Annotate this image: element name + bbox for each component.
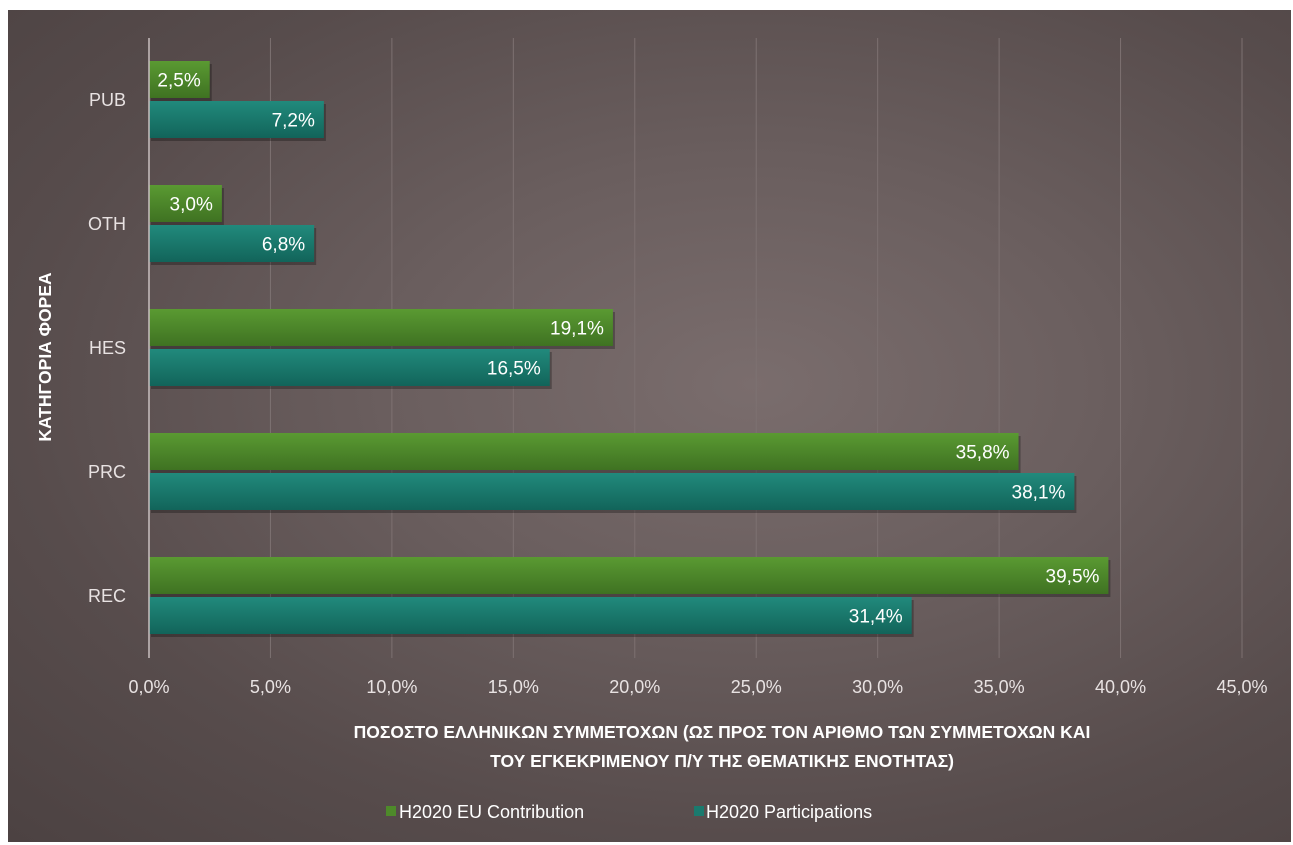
data-label-participations: 7,2%: [272, 111, 315, 132]
x-tick-label: 25,0%: [731, 677, 782, 697]
x-tick-label: 30,0%: [852, 677, 903, 697]
data-label-participations: 6,8%: [262, 235, 305, 256]
bar-labels: 39,5% 31,4% 35,8%38,1% 19,1% 16,5% 3,0% 6,8% 2,…: [157, 71, 1099, 628]
bar-chart: 39,5% 31,4% 35,8%38,1% 19,1% 16,5% 3,0% 6,8% 2,…: [35, 38, 1268, 822]
y-tick-label: OTH: [88, 214, 126, 234]
bar-participations-prc: [149, 473, 1075, 510]
x-tick-label: 35,0%: [974, 677, 1025, 697]
bar-eu-contribution-pub: [149, 61, 210, 98]
bar-participations-rec: [149, 597, 912, 634]
data-label-eu-contribution: 3,0%: [170, 195, 213, 216]
gridlines: [269, 38, 1243, 658]
y-tick-label: PRC: [88, 462, 126, 482]
data-label-eu-contribution: 19,1%: [550, 319, 604, 340]
bar-eu-contribution-oth: [149, 185, 222, 222]
x-axis-title-line-1: ΠΟΣΟΣΤΟ ΕΛΛΗΝΙΚΩΝ ΣΥΜΜΕΤΟΧΩΝ (ΩΣ ΠΡΟΣ ΤΟ…: [354, 722, 1091, 742]
bar-eu-contribution-rec: [149, 557, 1109, 594]
legend-label: H2020 EU Contribution: [399, 802, 584, 822]
x-axis: 0,0% 5,0% 10,0% 15,0% 20,0% 25,0% 30,0% 35,0% 40…: [128, 677, 1267, 697]
x-tick-label: 10,0%: [366, 677, 417, 697]
x-axis-title-line-2: ΤΟΥ ΕΓΚΕΚΡΙΜΕΝΟΥ Π/Υ ΤΗΣ ΘΕΜΑΤΙΚΗΣ ΕΝΟΤΗ…: [490, 751, 954, 771]
data-label-participations: 38,1%: [1012, 483, 1066, 504]
y-axis-title: ΚΑΤΗΓΟΡΙΑ ΦΟΡΕΑ: [35, 272, 55, 442]
x-tick-label: 15,0%: [488, 677, 539, 697]
data-label-eu-contribution: 2,5%: [157, 71, 200, 92]
data-label-eu-contribution: 35,8%: [956, 443, 1010, 464]
data-label-eu-contribution: 39,5%: [1046, 567, 1100, 588]
legend: H2020 EU Contribution H2020 Participation…: [386, 802, 872, 822]
legend-swatch: [386, 806, 396, 816]
bars: [149, 61, 1111, 637]
legend-label: H2020 Participations: [706, 802, 872, 822]
x-tick-label: 20,0%: [609, 677, 660, 697]
x-tick-label: 0,0%: [128, 677, 169, 697]
y-tick-label: PUB: [89, 90, 126, 110]
bar-participations-oth: [149, 225, 315, 262]
bar-participations-pub: [149, 101, 324, 138]
y-tick-label: HES: [89, 338, 126, 358]
x-tick-label: 45,0%: [1216, 677, 1267, 697]
bar-eu-contribution-hes: [149, 309, 613, 346]
y-axis: REC PRC HES OTH PUB: [88, 38, 150, 658]
data-label-participations: 16,5%: [487, 359, 541, 380]
data-label-participations: 31,4%: [849, 607, 903, 628]
chart-area: 39,5% 31,4% 35,8% 38,1% 19,1% 16,5% 3,0% 6,8% 2,…: [8, 10, 1291, 842]
x-tick-label: 5,0%: [250, 677, 291, 697]
x-tick-label: 40,0%: [1095, 677, 1146, 697]
y-tick-label: REC: [88, 586, 126, 606]
bar-participations-hes: [149, 349, 550, 386]
legend-swatch: [694, 806, 704, 816]
bar-eu-contribution-prc: [149, 433, 1019, 470]
